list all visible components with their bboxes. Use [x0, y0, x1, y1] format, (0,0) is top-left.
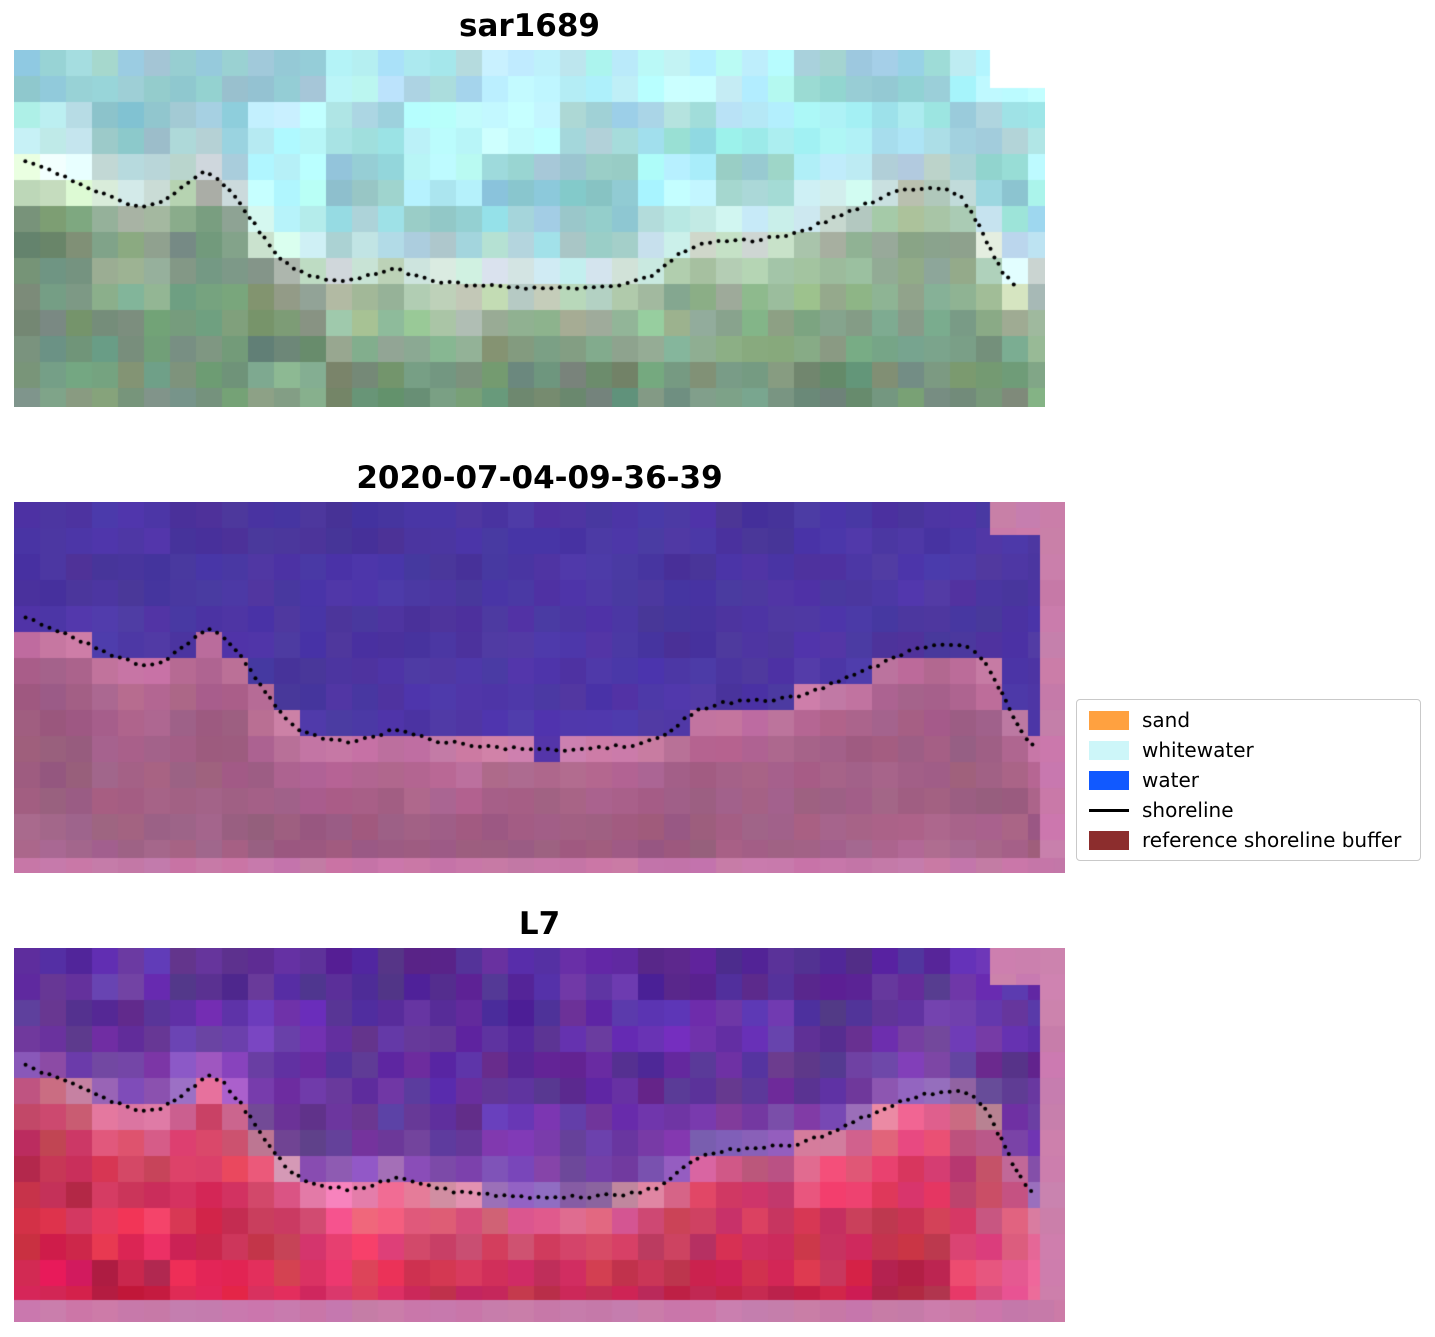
panel-title-l7: L7: [518, 906, 561, 942]
satellite-image-l7: [14, 948, 1065, 1322]
legend-item-sand: sand: [1089, 707, 1408, 733]
legend-item-shoreline: shoreline: [1089, 797, 1408, 823]
satellite-image-sar1689: [14, 50, 1045, 407]
legend-swatch-icon-reference-shoreline-buffer: [1089, 830, 1129, 850]
classified-image-2020-07-04: [14, 502, 1065, 873]
legend: sand whitewater water shoreline reference sh…: [1076, 699, 1421, 861]
panel-title-sar1689: sar1689: [459, 8, 600, 44]
legend-line-icon-shoreline: [1089, 808, 1129, 812]
legend-item-whitewater: whitewater: [1089, 737, 1408, 763]
legend-item-reference-shoreline-buffer: reference shoreline buffer: [1089, 827, 1408, 853]
legend-item-water: water: [1089, 767, 1408, 793]
legend-label-whitewater: whitewater: [1142, 738, 1254, 762]
legend-swatch-icon-water: [1089, 770, 1129, 790]
legend-label-reference-shoreline-buffer: reference shoreline buffer: [1142, 828, 1402, 852]
legend-label-water: water: [1142, 768, 1199, 792]
legend-swatch-icon-sand: [1089, 710, 1129, 730]
panel-title-classified-date: 2020-07-04-09-36-39: [356, 460, 723, 496]
legend-swatch-icon-whitewater: [1089, 740, 1129, 760]
legend-label-shoreline: shoreline: [1142, 798, 1234, 822]
legend-label-sand: sand: [1142, 708, 1191, 732]
